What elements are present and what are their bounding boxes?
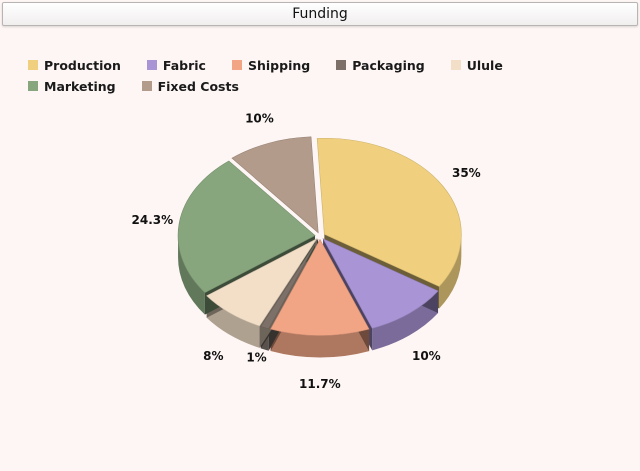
pie-slice-production[interactable]	[316, 137, 462, 287]
chart-title: Funding	[292, 6, 348, 22]
pie-wall-marketing	[178, 235, 205, 315]
pie-wall-shipping	[270, 329, 370, 358]
legend-label: Marketing	[44, 78, 116, 94]
legend-item-production: Production	[28, 57, 121, 73]
legend-swatch	[450, 60, 461, 70]
pie-slice-fabric[interactable]	[322, 238, 439, 329]
legend-label: Fabric	[162, 57, 206, 73]
legend-swatch	[141, 81, 152, 91]
pie-wall-production	[439, 234, 462, 309]
slice-label-ulule: 8%	[203, 349, 223, 363]
legend-label: Packaging	[352, 57, 425, 73]
pie-slice-ulule[interactable]	[206, 237, 318, 327]
pie-slice-shipping[interactable]	[270, 238, 370, 336]
slice-label-fabric: 10%	[412, 349, 441, 363]
pie-slice-marketing[interactable]	[177, 160, 316, 293]
legend-swatch	[146, 60, 157, 70]
legend-item-packaging: Packaging	[336, 57, 425, 73]
pie-slice-fixed-costs[interactable]	[231, 136, 319, 234]
legend-item-ulule: Ulule	[450, 57, 503, 73]
pie-labels: 35% 10% 11.7% 1% 8% 24.3% 10%	[132, 111, 481, 391]
slice-label-fixed-costs: 10%	[245, 111, 274, 125]
pie-top-faces	[177, 136, 462, 336]
legend-label: Shipping	[247, 57, 311, 73]
legend-swatch	[231, 60, 242, 70]
slice-label-packaging: 1%	[246, 350, 266, 364]
legend-item-marketing: Marketing	[28, 78, 116, 94]
legend-item-shipping: Shipping	[231, 57, 311, 73]
legend-swatch	[28, 81, 38, 91]
legend-label: Fixed Costs	[157, 78, 239, 94]
chart-title-bar: Funding	[2, 2, 638, 26]
legend-label: Production	[44, 57, 121, 73]
legend-label: Ulule	[466, 57, 503, 73]
legend: Production Fabric Shipping Packaging Ulule Ma…	[28, 57, 618, 94]
slice-label-marketing: 24.3%	[132, 213, 174, 227]
slice-label-production: 35%	[452, 166, 481, 180]
slice-label-shipping: 11.7%	[299, 377, 341, 391]
legend-item-fabric: Fabric	[146, 57, 206, 73]
pie-slice-packaging[interactable]	[260, 239, 319, 330]
legend-item-fixed-costs: Fixed Costs	[141, 78, 239, 94]
legend-swatch	[28, 60, 38, 70]
legend-swatch	[336, 60, 347, 70]
